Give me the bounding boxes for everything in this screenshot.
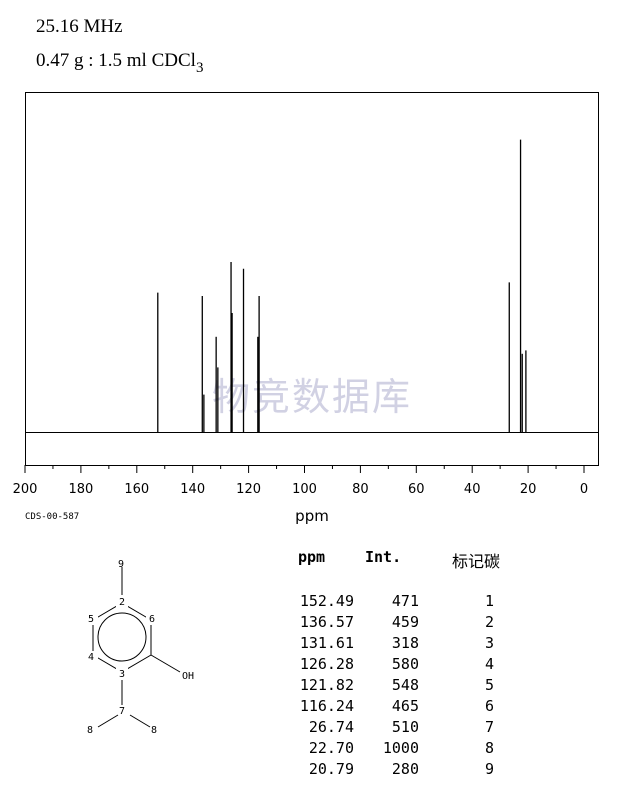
x-axis-ticks [24,465,585,473]
table-cell: 465 [391,697,419,715]
x-tick-label-0: 0 [580,482,588,497]
label-bg-2 [116,596,128,608]
table-cell: 1 [485,592,495,610]
table-cell: 471 [391,592,419,610]
table-cell: 4 [485,655,495,673]
table-header-int: Int. [365,548,402,566]
table-cell: 8 [485,739,495,757]
table-cell: 3 [485,634,495,652]
table-cell: 580 [391,655,419,673]
table-cell: 121.82 [299,676,354,694]
table-cell: 459 [391,613,419,631]
bond-c7-c8a [97,714,119,728]
table-header-carbon: 标记碳 [452,552,501,571]
x-tick-label-100: 100 [292,482,317,497]
spectrum-code: CDS-00-587 [25,512,79,522]
table-cell: 1000 [382,739,419,757]
bond-c7-c8b [129,714,151,728]
sample-label: 0.47 g : 1.5 ml CDCl3 [36,50,203,77]
label-bg-6 [146,613,158,625]
atom-label-2: 2 [119,597,125,608]
sample-label-subscript: 3 [195,60,204,76]
aromatic-circle [97,612,147,662]
atom-label-6: 6 [149,614,155,625]
label-bg-3 [116,667,128,679]
label-bg-5 [86,613,98,625]
x-axis-tick-labels: 200 180 160 140 120 100 80 60 40 20 0 [13,482,589,497]
table-cell: 126.28 [299,655,354,673]
watermark: 物竞数据库 [212,375,412,419]
table-cell: 22.70 [308,739,354,757]
molecule-structure: 9 2 5 6 4 3 OH 7 8 8 [86,559,194,735]
atom-label-4: 4 [88,652,94,663]
x-tick-label-200: 200 [13,482,38,497]
x-tick-label-40: 40 [464,482,481,497]
table-cell: 318 [391,634,419,652]
atom-label-8b: 8 [151,725,157,735]
table-cell: 510 [391,718,419,736]
x-tick-label-180: 180 [68,482,93,497]
table-cell: 548 [391,676,419,694]
sample-label-main: 0.47 g : 1.5 ml CDCl [36,50,196,71]
table-cell: 131.61 [299,634,354,652]
table-header-ppm: ppm [298,548,326,566]
x-tick-label-60: 60 [408,482,425,497]
table-cell: 6 [485,697,495,715]
x-tick-label-20: 20 [520,482,537,497]
x-tick-label-140: 140 [180,482,205,497]
table-cell: 116.24 [299,697,354,715]
bond-oh [150,654,181,673]
table-cell: 20.79 [308,760,354,778]
x-tick-label-120: 120 [236,482,261,497]
peaks-group [157,139,527,432]
atom-label-oh: OH [182,671,194,682]
x-tick-label-160: 160 [124,482,149,497]
x-tick-label-80: 80 [352,482,369,497]
table-cell: 5 [485,676,495,694]
table-cell: 136.57 [299,613,354,631]
nmr-spectrum-chart: 物竞数据库 200 180 160 140 120 100 80 60 40 20 0 ppm CD… [13,92,599,525]
x-axis-label: ppm [295,507,329,525]
table-cell: 26.74 [308,718,354,736]
plot-frame [25,92,599,466]
atom-label-7: 7 [119,706,125,717]
table-cell: 152.49 [299,592,354,610]
atom-label-9: 9 [118,559,124,570]
table-cell: 280 [391,760,419,778]
table-cell: 7 [485,718,495,736]
table-cell: 9 [485,760,495,778]
table-cell: 2 [485,613,495,631]
atom-label-3: 3 [119,669,125,680]
label-bg-4 [86,651,98,663]
atom-label-8a: 8 [87,725,93,735]
frequency-label: 25.16 MHz [36,16,123,37]
atom-label-5: 5 [88,614,94,625]
